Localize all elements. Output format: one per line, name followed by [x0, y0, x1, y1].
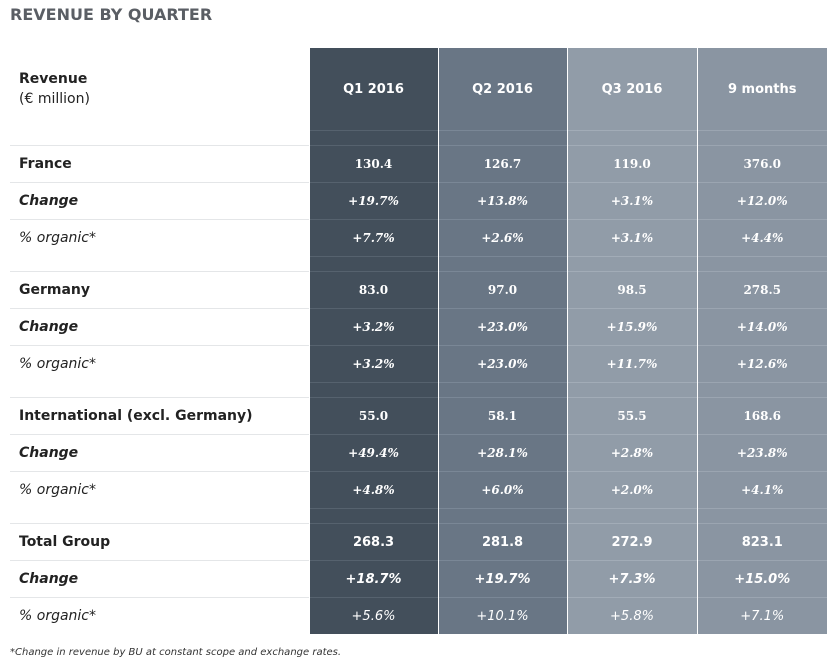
change-cell: +3.2%: [308, 308, 438, 346]
change-cell: +3.1%: [566, 182, 697, 220]
change-cell: +28.1%: [437, 434, 567, 472]
table-row: % organic* +5.6% +10.1% +5.8% +7.1%: [10, 597, 827, 634]
organic-cell: +4.4%: [696, 219, 827, 257]
row-label-change: Change: [10, 434, 309, 472]
spacer-row: [10, 256, 827, 272]
value-cell: 55.0: [308, 397, 438, 435]
total-change-cell: +19.7%: [437, 560, 567, 598]
change-cell: +19.7%: [308, 182, 438, 220]
spacer-row: [10, 382, 827, 398]
total-organic-cell: +10.1%: [437, 597, 567, 634]
change-cell: +23.8%: [696, 434, 827, 472]
row-label-organic: % organic*: [10, 345, 309, 383]
row-label-organic: % organic*: [10, 597, 309, 634]
change-cell: +15.9%: [566, 308, 697, 346]
total-value-cell: 272.9: [566, 523, 697, 561]
footnote: *Change in revenue by BU at constant sco…: [10, 647, 342, 658]
column-header-q1: Q1 2016: [308, 48, 438, 131]
organic-cell: +2.0%: [566, 471, 697, 509]
change-cell: +13.8%: [437, 182, 567, 220]
value-cell: 97.0: [437, 271, 567, 309]
total-value-cell: 268.3: [308, 523, 438, 561]
value-cell: 168.6: [696, 397, 827, 435]
value-cell: 83.0: [308, 271, 438, 309]
spacer-row: [10, 508, 827, 524]
organic-cell: +23.0%: [437, 345, 567, 383]
organic-cell: +6.0%: [437, 471, 567, 509]
table-row: % organic* +7.7% +2.6% +3.1% +4.4%: [10, 219, 827, 257]
value-cell: 130.4: [308, 145, 438, 183]
organic-cell: +4.1%: [696, 471, 827, 509]
table-header-row: Revenue (€ million) Q1 2016 Q2 2016 Q3 2…: [10, 48, 827, 131]
total-organic-cell: +5.8%: [566, 597, 697, 634]
revenue-table: Revenue (€ million) Q1 2016 Q2 2016 Q3 2…: [10, 48, 827, 634]
value-cell: 126.7: [437, 145, 567, 183]
value-cell: 376.0: [696, 145, 827, 183]
change-cell: +12.0%: [696, 182, 827, 220]
column-header-q2: Q2 2016: [437, 48, 567, 131]
value-cell: 119.0: [566, 145, 697, 183]
column-header-9-months: 9 months: [696, 48, 827, 131]
organic-cell: +3.2%: [308, 345, 438, 383]
organic-cell: +3.1%: [566, 219, 697, 257]
row-label-change: Change: [10, 308, 309, 346]
row-label-france: France: [10, 145, 309, 183]
table-row: France 130.4 126.7 119.0 376.0: [10, 145, 827, 183]
header-label: Revenue (€ million): [10, 48, 309, 131]
column-header-q3: Q3 2016: [566, 48, 697, 131]
organic-cell: +7.7%: [308, 219, 438, 257]
row-label-germany: Germany: [10, 271, 309, 309]
row-label-change: Change: [10, 182, 309, 220]
table-row: Change +3.2% +23.0% +15.9% +14.0%: [10, 308, 827, 346]
total-change-cell: +15.0%: [696, 560, 827, 598]
organic-cell: +12.6%: [696, 345, 827, 383]
page-title: REVENUE BY QUARTER: [10, 5, 213, 24]
table-row: Germany 83.0 97.0 98.5 278.5: [10, 271, 827, 309]
total-change-cell: +18.7%: [308, 560, 438, 598]
organic-cell: +11.7%: [566, 345, 697, 383]
row-label-change: Change: [10, 560, 309, 598]
change-cell: +23.0%: [437, 308, 567, 346]
header-revenue-label: Revenue: [19, 71, 88, 88]
row-label-organic: % organic*: [10, 219, 309, 257]
total-organic-cell: +5.6%: [308, 597, 438, 634]
table-row: Change +18.7% +19.7% +7.3% +15.0%: [10, 560, 827, 598]
table-row: Change +49.4% +28.1% +2.8% +23.8%: [10, 434, 827, 472]
change-cell: +2.8%: [566, 434, 697, 472]
change-cell: +14.0%: [696, 308, 827, 346]
row-label-total-group: Total Group: [10, 523, 309, 561]
header-unit-label: (€ million): [19, 91, 90, 108]
value-cell: 58.1: [437, 397, 567, 435]
total-organic-cell: +7.1%: [696, 597, 827, 634]
table-row: International (excl. Germany) 55.0 58.1 …: [10, 397, 827, 435]
total-change-cell: +7.3%: [566, 560, 697, 598]
total-value-cell: 823.1: [696, 523, 827, 561]
table-row: % organic* +3.2% +23.0% +11.7% +12.6%: [10, 345, 827, 383]
spacer-row: [10, 130, 827, 146]
change-cell: +49.4%: [308, 434, 438, 472]
organic-cell: +2.6%: [437, 219, 567, 257]
table-row: Change +19.7% +13.8% +3.1% +12.0%: [10, 182, 827, 220]
value-cell: 278.5: [696, 271, 827, 309]
value-cell: 55.5: [566, 397, 697, 435]
organic-cell: +4.8%: [308, 471, 438, 509]
row-label-international: International (excl. Germany): [10, 397, 309, 435]
table-row: Total Group 268.3 281.8 272.9 823.1: [10, 523, 827, 561]
table-row: % organic* +4.8% +6.0% +2.0% +4.1%: [10, 471, 827, 509]
row-label-organic: % organic*: [10, 471, 309, 509]
value-cell: 98.5: [566, 271, 697, 309]
total-value-cell: 281.8: [437, 523, 567, 561]
